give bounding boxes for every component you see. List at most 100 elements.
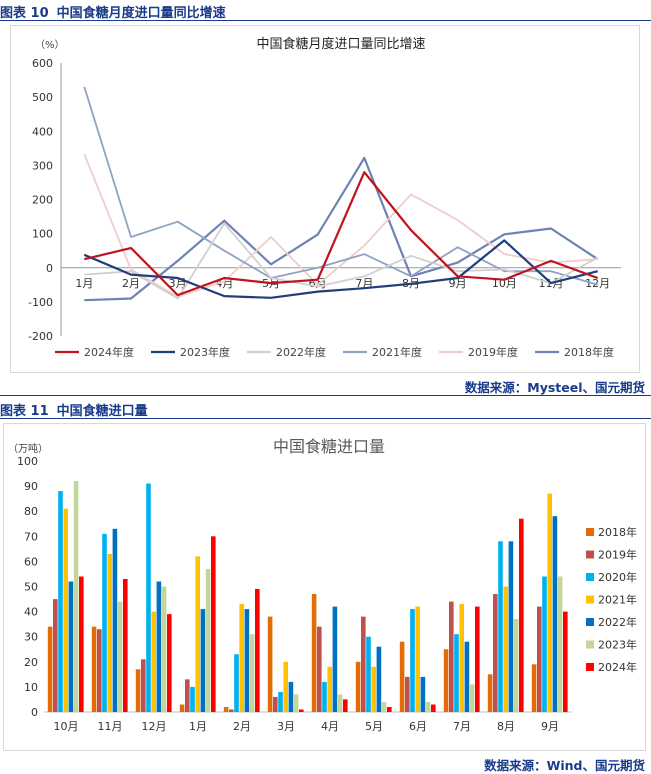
- chart-title: 中国食糖进口量: [273, 437, 385, 456]
- figure-10-source: 数据来源：Mysteel、国元期货: [464, 380, 645, 395]
- bar-2021年-2月: [239, 604, 244, 712]
- bar-2019年-2月: [229, 709, 234, 712]
- bar-2022年-10月: [68, 581, 74, 712]
- bar-2019年-4月: [317, 626, 322, 712]
- legend-label: 2018年: [598, 525, 637, 539]
- bar-2018年-10月: [47, 626, 53, 712]
- bar-2022年-1月: [200, 609, 206, 712]
- bar-2022年-4月: [332, 606, 338, 712]
- bar-2022年-2月: [244, 609, 250, 712]
- bar-2021年-12月: [151, 611, 156, 712]
- legend-label: 2023年度: [180, 345, 230, 359]
- legend-label: 2019年: [598, 548, 637, 562]
- bar-2018年-11月: [91, 626, 97, 712]
- bar-2022年-3月: [288, 681, 294, 712]
- bar-2019年-3月: [273, 696, 278, 712]
- legend-label: 2018年度: [564, 345, 614, 359]
- bar-2018年-6月: [399, 641, 405, 712]
- legend-label: 2024年: [598, 660, 637, 674]
- bar-2019年-5月: [361, 616, 366, 712]
- bar-2020年-5月: [366, 636, 371, 712]
- x-tick-label: 12月: [585, 277, 610, 290]
- legend-label: 2024年度: [84, 345, 134, 359]
- bar-2024年-2月: [255, 589, 260, 712]
- legend-swatch: [586, 573, 594, 581]
- bar-2018年-5月: [355, 661, 361, 712]
- legend-label: 2022年度: [276, 345, 326, 359]
- legend-swatch: [586, 595, 594, 604]
- x-tick-label: 7月: [355, 277, 373, 290]
- y-tick-label: 40: [24, 606, 38, 619]
- bar-2021年-9月: [547, 493, 552, 712]
- y-tick-label: 100: [32, 228, 53, 241]
- bar-2019年-12月: [141, 659, 146, 712]
- y-tick-label: -200: [28, 330, 53, 343]
- bar-chart-frame: 中国食糖进口量 （万吨） 100 90 80 70 60 50 40 30 20 10 0 10月 11月 1…: [3, 423, 646, 751]
- bar-2020年-12月: [146, 483, 151, 712]
- x-tick-label: 6月: [409, 720, 427, 733]
- y-axis-unit: （%）: [35, 39, 65, 51]
- bar-2021年-3月: [283, 661, 288, 712]
- bar-2022年-6月: [420, 676, 426, 712]
- bar-2018年-9月: [531, 664, 537, 712]
- x-tick-label: 10月: [54, 720, 79, 733]
- bar-2020年-10月: [58, 491, 63, 712]
- y-tick-label: 300: [32, 159, 53, 172]
- bar-2024年-12月: [167, 614, 172, 712]
- y-tick-label: 600: [32, 57, 53, 70]
- x-tick-label: 2月: [233, 720, 251, 733]
- bar-2023年-10月: [73, 481, 79, 712]
- chart-title: 中国食糖月度进口量同比增速: [256, 36, 425, 52]
- bar-2022年-5月: [376, 646, 382, 712]
- figure-10-title: 中国食糖月度进口量同比增速: [56, 6, 226, 21]
- bar-2020年-4月: [322, 681, 327, 712]
- x-tick-label: 11月: [98, 720, 123, 733]
- bar-2023年-8月: [513, 619, 519, 712]
- y-tick-label: 80: [24, 505, 38, 518]
- legend-swatch: [586, 663, 594, 671]
- bar-2020年-11月: [102, 533, 107, 712]
- figure-11-source: 数据来源：Wind、国元期货: [484, 758, 645, 773]
- bar-2022年-11月: [112, 528, 118, 712]
- figure-10-number: 图表 10: [0, 6, 49, 21]
- bar-2023年-7月: [469, 684, 475, 712]
- bar-2024年-7月: [475, 606, 480, 712]
- bar-2023年-6月: [425, 702, 431, 712]
- bar-2024年-6月: [431, 704, 436, 712]
- bar-2019年-8月: [493, 594, 498, 712]
- y-tick-label: 70: [24, 530, 38, 543]
- figure-11-rule: [0, 418, 651, 419]
- legend-swatch: [586, 528, 594, 536]
- bar-2018年-12月: [135, 669, 141, 712]
- figure-10-bottom-rule: [0, 395, 651, 396]
- bar-2024年-3月: [299, 709, 304, 712]
- y-tick-label: 0: [46, 262, 53, 275]
- series-line-2019年度: [83, 153, 598, 298]
- y-tick-label: 30: [24, 631, 38, 644]
- bar-2021年-5月: [371, 666, 376, 712]
- legend-label: 2023年: [598, 638, 637, 652]
- series-line-2023年度: [83, 239, 598, 299]
- line-chart-frame: 中国食糖月度进口量同比增速 （%） 600 500 400 300 200 100 0 -100 -…: [10, 25, 640, 373]
- bar-2024年-8月: [519, 518, 524, 712]
- bar-2024年-4月: [343, 699, 348, 712]
- bar-2022年-7月: [464, 641, 470, 712]
- bar-2021年-7月: [459, 604, 464, 712]
- bar-2022年-9月: [552, 516, 558, 712]
- figure-11-title: 中国食糖进口量: [56, 404, 148, 419]
- x-tick-label: 12月: [142, 720, 167, 733]
- y-tick-label: 10: [24, 681, 38, 694]
- y-tick-label: 90: [24, 480, 38, 493]
- bar-2021年-10月: [63, 508, 68, 712]
- bar-2019年-11月: [97, 629, 102, 712]
- legend-label: 2021年度: [372, 345, 422, 359]
- bar-2024年-1月: [211, 536, 216, 712]
- y-tick-label: 0: [31, 706, 38, 719]
- figure-11-number: 图表 11: [0, 404, 49, 419]
- x-tick-label: 5月: [365, 720, 383, 733]
- bar-2020年-1月: [190, 686, 195, 712]
- bar-2021年-6月: [415, 606, 420, 712]
- bar-2021年-8月: [503, 586, 508, 712]
- legend-label: 2020年: [598, 570, 637, 584]
- bar-2018年-4月: [311, 594, 317, 712]
